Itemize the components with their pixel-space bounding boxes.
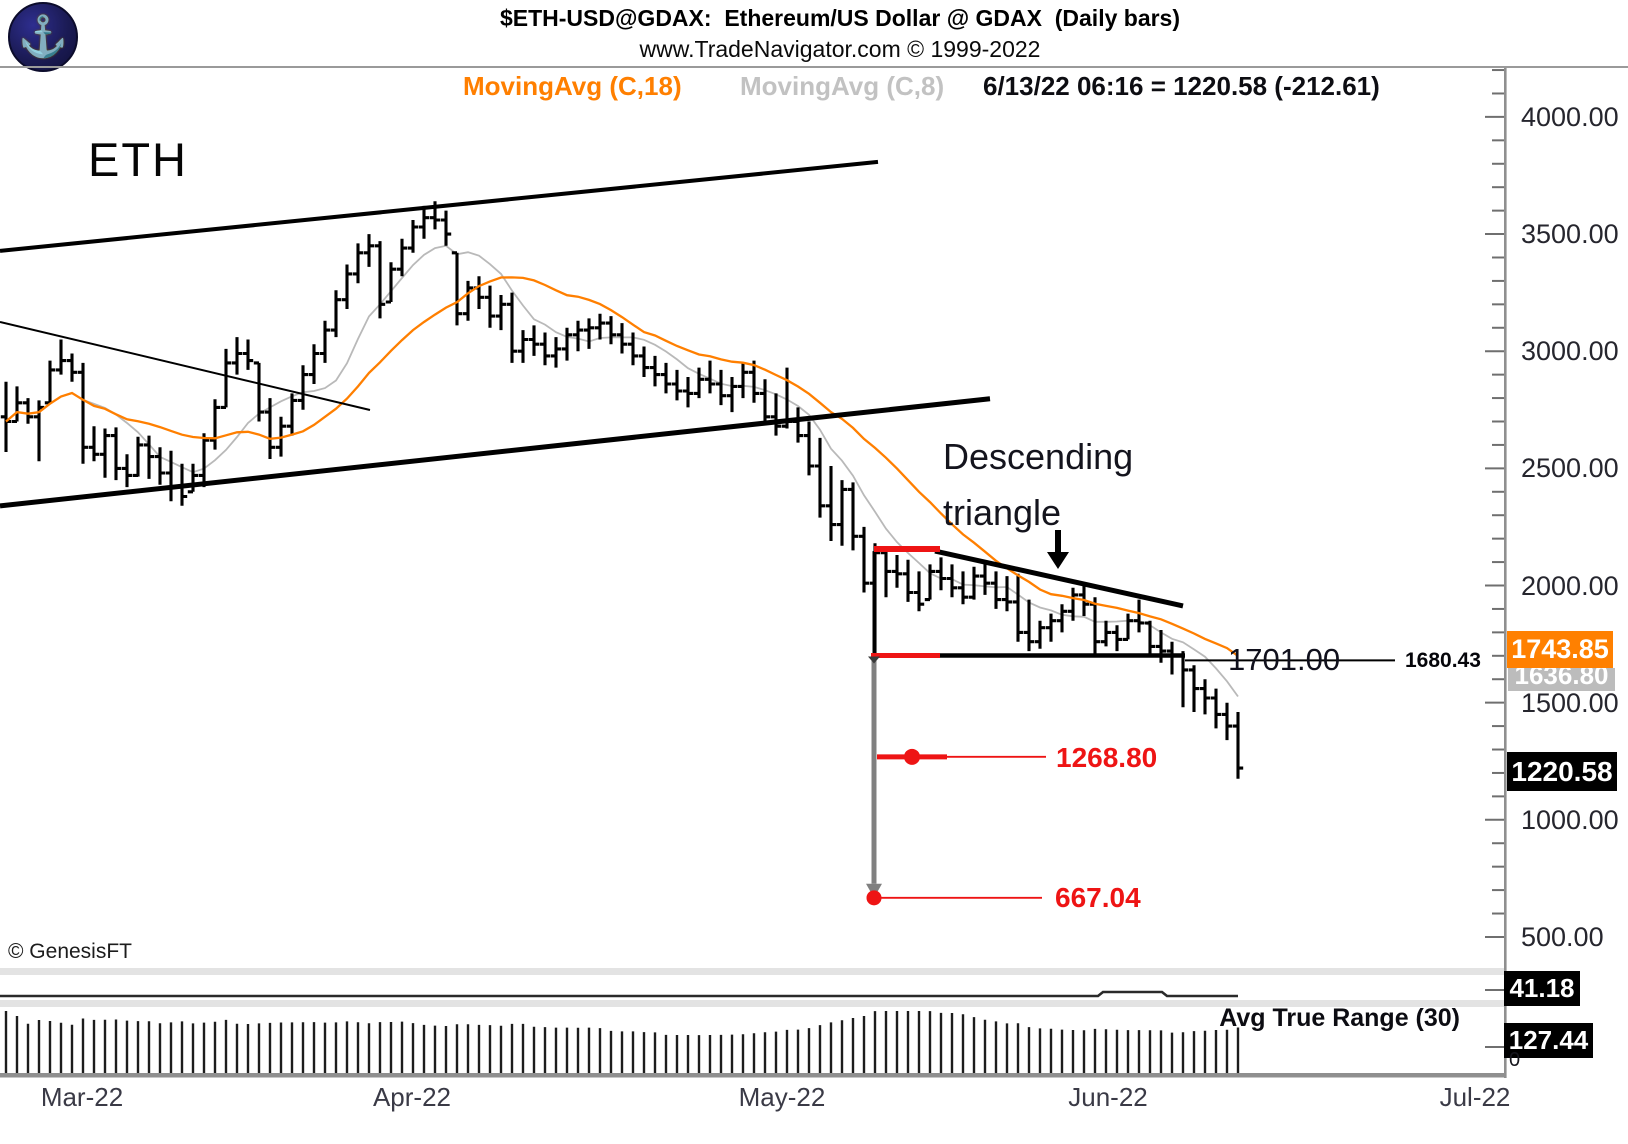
atr-bars bbox=[4, 1011, 1240, 1073]
ma18-value-badge: 1743.85 bbox=[1507, 631, 1613, 668]
y-axis-line bbox=[1504, 67, 1507, 1078]
tradenavigator-logo: ⚓ bbox=[8, 2, 78, 72]
header-divider bbox=[0, 66, 1628, 68]
y-axis-label: 3500.00 bbox=[1521, 219, 1619, 250]
x-axis-label: Apr-22 bbox=[372, 1082, 452, 1112]
last-level-label: 1680.43 bbox=[1405, 649, 1481, 672]
x-axis-label: Jul-22 bbox=[1439, 1082, 1511, 1112]
minor-trendline bbox=[0, 320, 371, 411]
y-axis-label: 500.00 bbox=[1521, 921, 1604, 952]
legend-movingavg-8[interactable]: MovingAvg (C,8) bbox=[740, 71, 945, 101]
upper-channel-line bbox=[0, 159, 879, 253]
y-axis-label: 3000.00 bbox=[1521, 336, 1619, 367]
down-arrow-head bbox=[1047, 552, 1069, 569]
target1-price-label: 1268.80 bbox=[1056, 742, 1158, 773]
lower-channel-line bbox=[0, 396, 991, 509]
pattern-annotation-line2: triangle bbox=[943, 492, 1062, 533]
anchor-sextant-icon: ⚓ bbox=[18, 15, 68, 59]
panel-divider bbox=[0, 968, 1504, 975]
measure-arrow-start-marker bbox=[868, 656, 880, 664]
y-axis-label: 1500.00 bbox=[1521, 687, 1619, 718]
x-axis-label: Mar-22 bbox=[40, 1082, 124, 1112]
atr-baseline bbox=[0, 1073, 1504, 1078]
ma18-line bbox=[5, 276, 1239, 657]
pattern-annotation-line1: Descending bbox=[943, 436, 1134, 477]
ma8-value-badge: 1636.80 bbox=[1508, 668, 1615, 691]
atr-indicator-label: Avg True Range (30) bbox=[1219, 1004, 1460, 1032]
chart-title: $ETH-USD@GDAX: Ethereum/US Dollar @ GDAX… bbox=[499, 5, 1181, 31]
x-axis-label: Jun-22 bbox=[1068, 1082, 1148, 1112]
symbol-watermark: ETH bbox=[88, 133, 188, 186]
y-axis-label: 2000.00 bbox=[1521, 570, 1619, 601]
support-price-label: 1701.00 bbox=[1228, 642, 1341, 677]
atr-zero-label: 0 bbox=[1509, 1049, 1521, 1071]
x-axis-label: May-22 bbox=[738, 1082, 826, 1112]
target1-dot bbox=[904, 748, 920, 765]
y-axis-label: 2500.00 bbox=[1521, 453, 1619, 484]
panel-divider bbox=[0, 1000, 1504, 1007]
mid-panel-value-badge: 41.18 bbox=[1504, 971, 1580, 1006]
chart-subtitle: www.TradeNavigator.com © 1999-2022 bbox=[639, 36, 1041, 62]
target2-price-label: 667.04 bbox=[1055, 882, 1141, 913]
genesisft-copyright: © GenesisFT bbox=[8, 940, 133, 963]
y-axis-label: 1000.00 bbox=[1521, 804, 1619, 835]
atr-value-badge: 127.44 bbox=[1504, 1023, 1593, 1058]
target2-dot bbox=[866, 890, 882, 906]
y-axis-label: 4000.00 bbox=[1521, 101, 1619, 132]
legend-movingavg-18[interactable]: MovingAvg (C,18) bbox=[463, 71, 682, 101]
last-price-badge: 1220.58 bbox=[1507, 752, 1617, 791]
triangle-top-line bbox=[934, 548, 1184, 609]
legend-quote-readout: 6/13/22 06:16 = 1220.58 (-212.61) bbox=[983, 71, 1380, 101]
price-bars bbox=[0, 201, 1244, 779]
mid-panel-line bbox=[0, 990, 1238, 998]
